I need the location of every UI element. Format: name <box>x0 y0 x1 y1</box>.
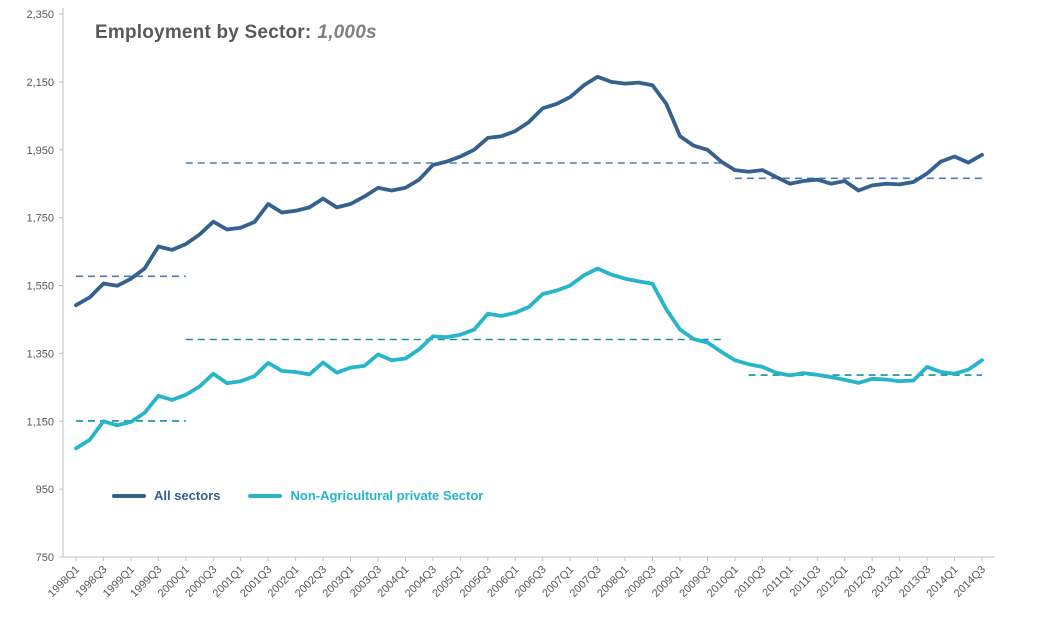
legend-item-all-sectors: All sectors <box>112 488 220 503</box>
series-line-all-sectors <box>74 74 984 308</box>
y-tick-label: 750 <box>36 552 54 564</box>
y-tick-label: 1,950 <box>26 145 54 157</box>
series-line-non-agricultural-private-sector <box>74 266 984 451</box>
legend-label-all-sectors: All sectors <box>154 488 221 503</box>
y-tick-label: 950 <box>36 484 54 496</box>
chart-title-text: Employment by Sector: <box>95 22 312 43</box>
legend-line-sample-private-sector <box>248 493 283 498</box>
legend-item-private-sector: Non-Agricultural private Sector <box>248 488 483 503</box>
y-tick-label: 1,150 <box>26 416 54 428</box>
legend-line-sample-all-sectors <box>112 493 146 498</box>
chart-title: Employment by Sector: 1,000s <box>95 22 377 44</box>
chart-title-unit: 1,000s <box>317 22 377 43</box>
y-tick-label: 1,350 <box>26 348 54 360</box>
y-tick-label: 1,750 <box>26 213 54 225</box>
legend: All sectors Non-Agricultural private Sec… <box>112 488 483 503</box>
y-tick-label: 2,350 <box>26 9 54 21</box>
legend-label-private-sector: Non-Agricultural private Sector <box>290 488 484 503</box>
y-tick-label: 1,550 <box>26 281 54 293</box>
y-tick-label: 2,150 <box>26 77 54 89</box>
